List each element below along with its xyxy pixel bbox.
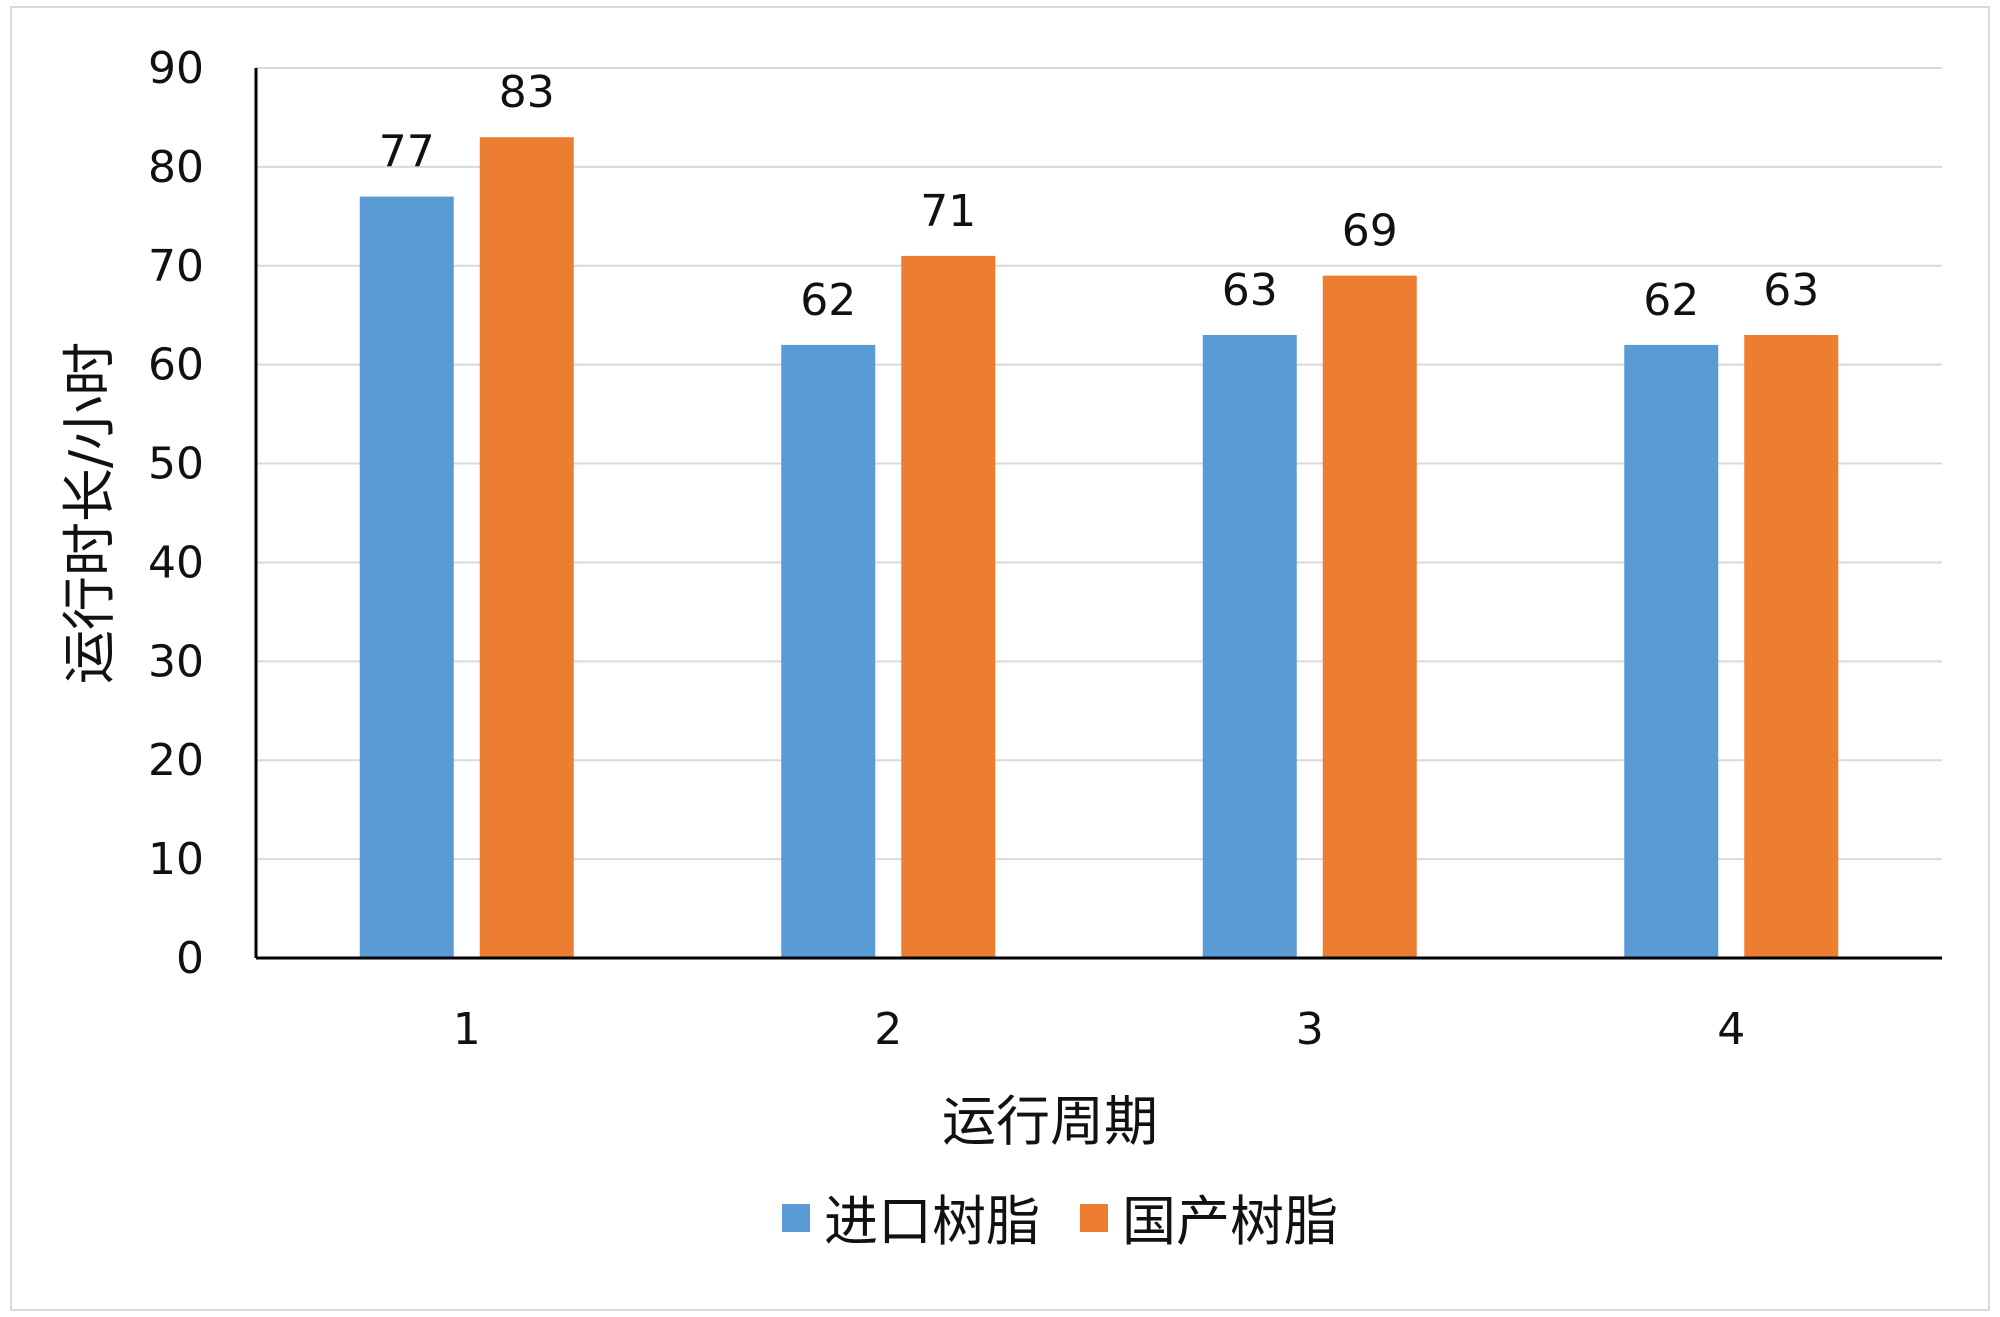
y-tick-label: 10 bbox=[148, 834, 204, 885]
y-axis-title: 运行时长/小时 bbox=[58, 342, 121, 684]
bar-1-2 bbox=[781, 344, 876, 958]
data-label: 83 bbox=[499, 67, 555, 118]
bar-2-2 bbox=[901, 255, 996, 958]
bar-2-4 bbox=[1744, 335, 1839, 958]
bar-1-3 bbox=[1202, 335, 1297, 958]
legend-label: 国产树脂 bbox=[1122, 1190, 1338, 1253]
y-tick-label: 90 bbox=[148, 43, 204, 94]
legend-swatch bbox=[1080, 1204, 1108, 1232]
x-tick-label: 1 bbox=[453, 1004, 481, 1055]
data-label: 71 bbox=[920, 186, 976, 237]
axes bbox=[254, 68, 1942, 960]
y-tick-label: 20 bbox=[148, 735, 204, 786]
data-label: 62 bbox=[1643, 275, 1699, 326]
legend-swatch bbox=[782, 1204, 810, 1232]
legend-label: 进口树脂 bbox=[824, 1190, 1040, 1253]
bar-2-1 bbox=[479, 137, 574, 958]
data-label: 62 bbox=[800, 275, 856, 326]
bar-1-1 bbox=[359, 196, 454, 959]
x-tick-label: 2 bbox=[874, 1004, 902, 1055]
y-tick-label: 70 bbox=[148, 241, 204, 292]
y-tick-labels: 0 10 20 30 40 50 60 70 80 90 bbox=[148, 43, 204, 984]
y-tick-label: 50 bbox=[148, 439, 204, 490]
data-label: 63 bbox=[1763, 265, 1819, 316]
y-tick-label: 40 bbox=[148, 537, 204, 588]
x-tick-labels: 1 2 3 4 bbox=[453, 1004, 1746, 1055]
data-label: 63 bbox=[1222, 265, 1278, 316]
data-labels: 77 83 62 71 63 69 62 63 bbox=[379, 67, 1820, 326]
x-axis-title: 运行周期 bbox=[942, 1090, 1158, 1153]
y-tick-label: 30 bbox=[148, 636, 204, 687]
bars bbox=[359, 137, 1839, 959]
y-tick-label: 0 bbox=[176, 933, 204, 984]
data-label: 77 bbox=[379, 127, 435, 178]
y-tick-label: 60 bbox=[148, 340, 204, 391]
bar-2-3 bbox=[1322, 275, 1417, 959]
legend: 进口树脂 国产树脂 bbox=[782, 1190, 1338, 1253]
data-label: 69 bbox=[1342, 206, 1398, 257]
bar-1-4 bbox=[1624, 344, 1719, 958]
x-tick-label: 4 bbox=[1717, 1004, 1745, 1055]
x-tick-label: 3 bbox=[1296, 1004, 1324, 1055]
y-tick-label: 80 bbox=[148, 142, 204, 193]
